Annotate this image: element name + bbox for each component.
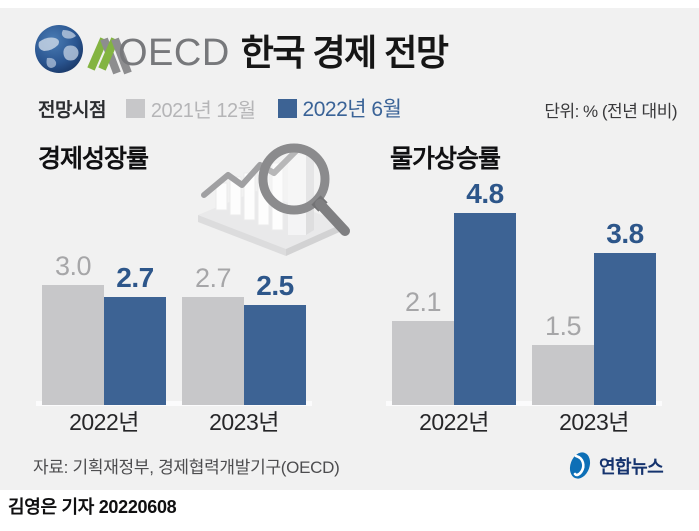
- baseline-strip: [36, 401, 312, 406]
- magnifier-icon: [258, 143, 350, 236]
- legend-item-jun-2022: 2022년 6월: [277, 93, 402, 123]
- baseline-strip: [386, 401, 662, 406]
- legend-label-dec-2021: 2021년 12월: [150, 99, 256, 122]
- globe-icon: [35, 25, 83, 73]
- bar-jun-2022: [104, 297, 166, 405]
- value-label: 4.8: [466, 178, 504, 209]
- category-label: 2023년: [559, 409, 629, 435]
- byline: 김영은 기자 20220608: [8, 497, 177, 517]
- legend-label-jun-2022: 2022년 6월: [302, 98, 402, 121]
- title-korean: 한국 경제 전망: [240, 32, 449, 73]
- value-label: 2.1: [404, 287, 442, 317]
- bar-dec-2021: [182, 297, 244, 405]
- legend-swatch-gray: [125, 98, 145, 118]
- category-label: 2022년: [419, 409, 489, 435]
- legend-swatch-blue: [277, 98, 297, 118]
- chart-title-inflation: 물가상승률: [390, 145, 501, 173]
- unit-label: 단위: % (전년 대비): [544, 102, 677, 121]
- category-label: 2022년: [69, 409, 139, 435]
- legend-title: 전망시점: [38, 99, 106, 121]
- bar-dec-2021: [42, 285, 104, 405]
- value-label: 1.5: [544, 311, 582, 341]
- magnifier-over-bar-chart-icon: [198, 143, 350, 256]
- bar-jun-2022: [244, 305, 306, 405]
- title-oecd: OECD: [118, 32, 230, 74]
- oecd-logo: [35, 25, 132, 75]
- value-label: 2.5: [256, 270, 294, 301]
- value-label: 2.7: [116, 262, 154, 293]
- bar-jun-2022: [594, 253, 656, 405]
- yonhap-logo: 연합뉴스: [567, 450, 664, 481]
- legend: 전망시점 2021년 12월 2022년 6월: [38, 93, 402, 123]
- source-label: 자료: 기획재정부, 경제협력개발기구(OECD): [33, 458, 340, 477]
- value-label: 3.0: [54, 251, 92, 281]
- yonhap-swirl-icon: [569, 452, 591, 479]
- yonhap-wordmark: 연합뉴스: [599, 456, 664, 477]
- bar-dec-2021: [392, 321, 454, 405]
- category-label: 2023년: [209, 409, 279, 435]
- bar-jun-2022: [454, 213, 516, 405]
- chart-title-growth: 경제성장률: [38, 145, 149, 173]
- panel-background: [0, 8, 699, 490]
- legend-item-dec-2021: 2021년 12월: [125, 94, 256, 123]
- page-title: OECD 한국 경제 전망: [118, 24, 449, 76]
- bar-dec-2021: [532, 345, 594, 405]
- double-chevron-icon: [87, 37, 132, 75]
- value-label: 2.7: [194, 263, 232, 293]
- value-label: 3.8: [606, 218, 644, 249]
